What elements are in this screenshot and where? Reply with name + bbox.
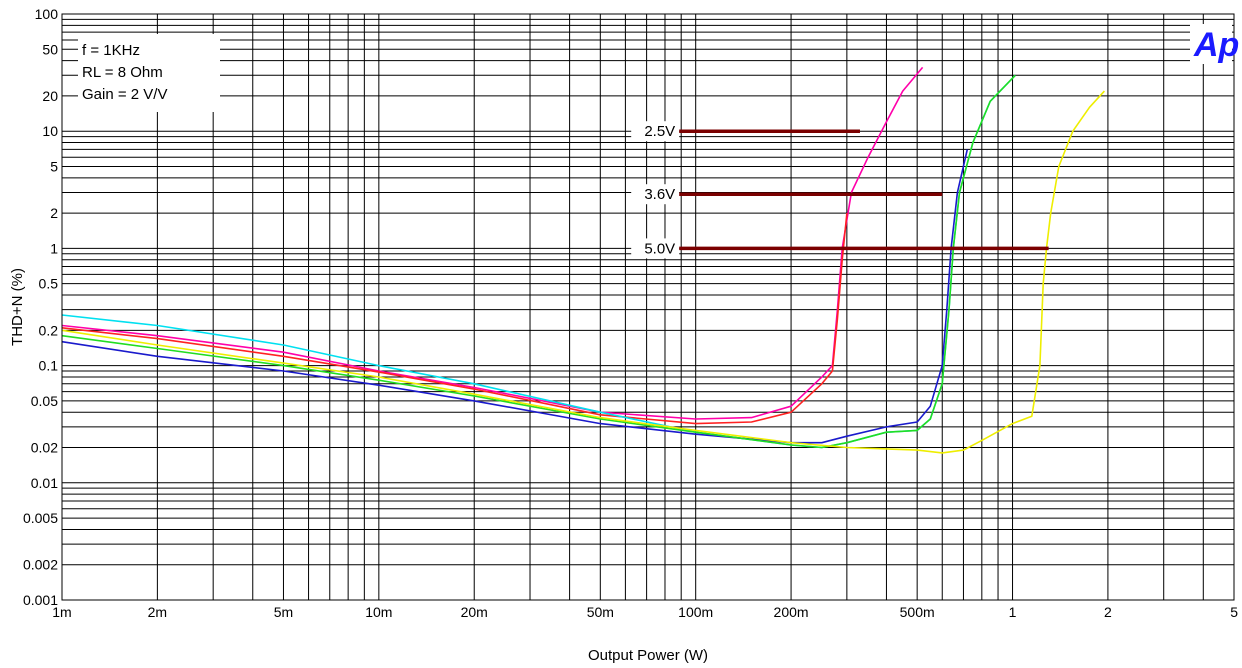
y-tick-label: 0.1 xyxy=(39,358,59,374)
ap-logo: Ap xyxy=(1193,26,1239,64)
x-tick-label: 1m xyxy=(52,604,71,620)
annotation-label-bg xyxy=(631,121,680,142)
conditions-bg xyxy=(78,34,220,112)
y-tick-label: 0.01 xyxy=(31,475,58,491)
condition-line: Gain = 2 V/V xyxy=(82,86,167,103)
y-tick-label: 2 xyxy=(50,205,58,221)
y-tick-label: 0.02 xyxy=(31,440,58,456)
y-tick-labels: 100 50 20 10 5 2 1 0.5 0.2 0.1 0.05 0.02 0.01 0.005 0.… xyxy=(23,6,58,608)
series-line-6 xyxy=(61,90,1105,454)
logo-bg xyxy=(1190,24,1232,64)
x-tick-label: 5 xyxy=(1230,604,1238,620)
y-tick-label: 20 xyxy=(42,88,58,104)
annotation-label: 5.0V xyxy=(644,240,675,257)
condition-line: RL = 8 Ohm xyxy=(82,64,163,81)
conditions-box: f = 1KHz RL = 8 Ohm Gain = 2 V/V xyxy=(82,42,167,103)
series-line-2 xyxy=(61,213,848,425)
y-tick-label: 10 xyxy=(42,123,58,139)
y-axis-title: THD+N (%) xyxy=(9,268,26,346)
x-tick-labels: 1m 2m 5m 10m 20m 50m 100m 200m 500m 1 2 5 xyxy=(52,604,1238,620)
series-line-5 xyxy=(61,74,1016,449)
x-tick-label: 200m xyxy=(774,604,809,620)
x-tick-label: 50m xyxy=(587,604,614,620)
y-tick-label: 50 xyxy=(42,41,58,57)
x-tick-label: 500m xyxy=(900,604,935,620)
annotation-label-bg xyxy=(631,184,680,205)
series-line-4 xyxy=(61,149,969,444)
grid xyxy=(61,13,1235,601)
x-tick-label: 20m xyxy=(461,604,488,620)
y-tick-label: 5 xyxy=(50,158,58,174)
annotation-label-bg xyxy=(631,238,680,259)
condition-line: f = 1KHz xyxy=(82,42,140,59)
x-tick-label: 10m xyxy=(365,604,392,620)
y-tick-label: 1 xyxy=(50,240,58,256)
annotation-layer: 2.5V 3.6V 5.0V xyxy=(631,121,1049,259)
x-tick-label: 2 xyxy=(1104,604,1112,620)
y-tick-label: 0.05 xyxy=(31,393,58,409)
x-tick-label: 100m xyxy=(678,604,713,620)
plot-frame xyxy=(61,13,1235,601)
y-tick-label: 0.5 xyxy=(39,276,59,292)
x-tick-label: 1 xyxy=(1009,604,1017,620)
x-tick-label: 5m xyxy=(274,604,293,620)
y-tick-label: 0.002 xyxy=(23,557,58,573)
x-axis-title: Output Power (W) xyxy=(588,647,708,664)
series-layer xyxy=(61,66,1105,454)
series-line-1 xyxy=(61,66,924,420)
x-tick-label: 2m xyxy=(148,604,167,620)
y-tick-label: 100 xyxy=(35,6,59,22)
y-tick-label: 0.2 xyxy=(39,322,59,338)
y-tick-label: 0.005 xyxy=(23,510,58,526)
y-tick-label: 0.001 xyxy=(23,592,58,608)
annotation-label: 3.6V xyxy=(644,186,675,203)
annotation-label: 2.5V xyxy=(644,123,675,140)
